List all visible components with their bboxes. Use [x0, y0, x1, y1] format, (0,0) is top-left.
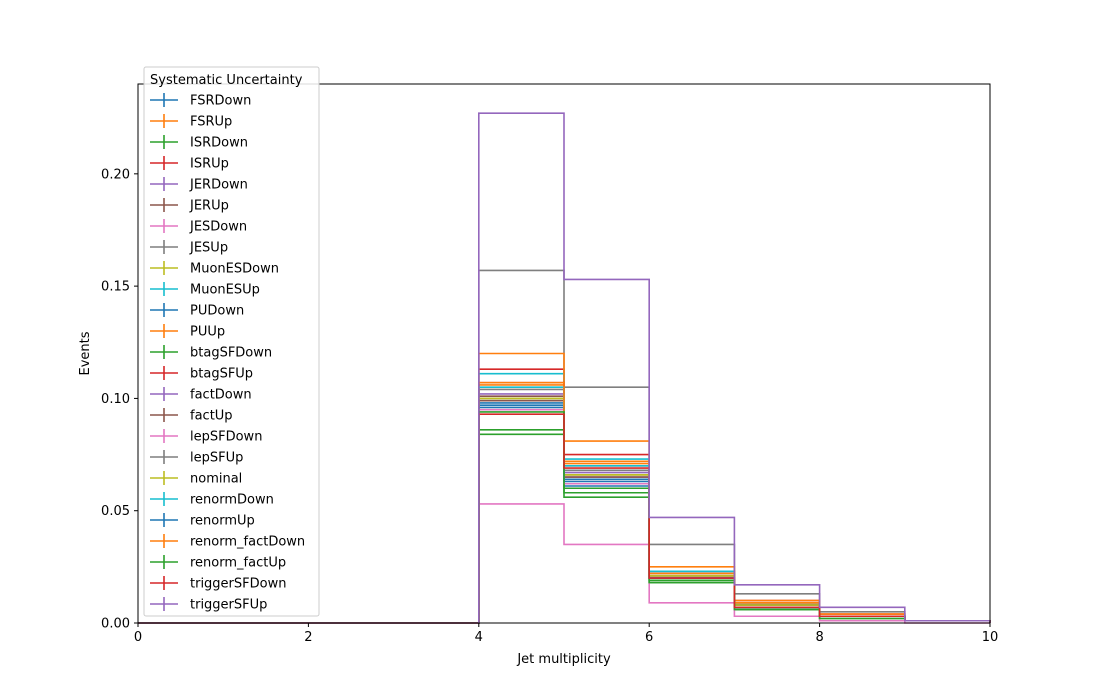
- legend-item-lepSFUp: lepSFUp: [150, 450, 243, 466]
- x-tick-label: 10: [982, 630, 999, 645]
- legend-label: ISRDown: [190, 136, 248, 151]
- legend-item-JERUp: JERUp: [150, 198, 229, 214]
- y-tick-label: 0.00: [101, 617, 130, 632]
- x-axis-label: Jet multiplicity: [516, 652, 611, 667]
- legend-title: Systematic Uncertainty: [150, 73, 303, 88]
- legend-box: [143, 66, 320, 617]
- legend-item-lepSFDown: lepSFDown: [150, 429, 262, 445]
- legend-item-ISRUp: ISRUp: [150, 156, 229, 172]
- legend-label: btagSFDown: [190, 346, 272, 361]
- legend-label: MuonESDown: [190, 262, 279, 277]
- legend-label: MuonESUp: [190, 283, 260, 298]
- legend-entries: FSRDown FSRUp ISRDown ISRUp JERDown JERUp JESD…: [150, 93, 305, 613]
- legend-label: JESUp: [189, 241, 228, 256]
- legend-label: PUUp: [190, 325, 225, 340]
- legend-item-MuonESUp: MuonESUp: [150, 282, 260, 298]
- x-tick-label: 2: [304, 630, 312, 645]
- legend-item-MuonESDown: MuonESDown: [150, 261, 279, 277]
- legend-label: JESDown: [189, 220, 247, 235]
- legend-item-ISRDown: ISRDown: [150, 135, 248, 151]
- legend-item-FSRDown: FSRDown: [150, 93, 251, 109]
- x-tick-label: 8: [815, 630, 823, 645]
- legend-label: nominal: [190, 472, 242, 487]
- legend-item-FSRUp: FSRUp: [150, 114, 232, 130]
- plot-area: 0 2 4 6 8 10 0.00 0.05 0.10 0.15 0.20: [101, 83, 998, 645]
- legend-item-nominal: nominal: [150, 471, 242, 487]
- legend-item-triggerSFDown: triggerSFDown: [150, 576, 286, 592]
- legend-label: FSRUp: [190, 115, 232, 130]
- x-tick-label: 4: [475, 630, 483, 645]
- y-tick-label: 0.10: [101, 392, 130, 407]
- ticks-layer: 0 2 4 6 8 10 0.00 0.05 0.10 0.15 0.20: [101, 167, 998, 645]
- legend-item-renorm_factDown: renorm_factDown: [150, 534, 305, 550]
- legend-item-PUDown: PUDown: [150, 303, 244, 319]
- legend-item-factDown: factDown: [150, 387, 252, 403]
- legend-item-btagSFUp: btagSFUp: [150, 366, 253, 382]
- legend-item-renormUp: renormUp: [150, 513, 255, 529]
- legend-label: ISRUp: [190, 157, 229, 172]
- legend-label: lepSFUp: [190, 451, 243, 466]
- legend-label: triggerSFUp: [190, 598, 267, 613]
- legend-item-triggerSFUp: triggerSFUp: [150, 597, 267, 613]
- legend-item-btagSFDown: btagSFDown: [150, 345, 272, 361]
- legend-label: renorm_factDown: [190, 535, 305, 550]
- legend-label: JERUp: [189, 199, 229, 214]
- legend-item-PUUp: PUUp: [150, 324, 225, 340]
- legend-label: FSRDown: [190, 94, 251, 109]
- x-tick-label: 6: [645, 630, 653, 645]
- legend-item-JESDown: JESDown: [150, 219, 247, 235]
- legend-label: renormDown: [190, 493, 274, 508]
- x-tick-label: 0: [134, 630, 142, 645]
- legend-label: btagSFUp: [190, 367, 253, 382]
- legend-label: lepSFDown: [190, 430, 262, 445]
- legend-item-renorm_factUp: renorm_factUp: [150, 555, 286, 571]
- y-tick-label: 0.15: [101, 280, 130, 295]
- legend-item-factUp: factUp: [150, 408, 233, 424]
- legend-label: renorm_factUp: [190, 556, 286, 571]
- legend-label: triggerSFDown: [190, 577, 286, 592]
- y-tick-label: 0.05: [101, 504, 130, 519]
- y-tick-label: 0.20: [101, 167, 130, 182]
- legend-item-JERDown: JERDown: [150, 177, 248, 193]
- legend-item-JESUp: JESUp: [150, 240, 228, 256]
- axes-frame: [137, 83, 991, 624]
- legend-item-renormDown: renormDown: [150, 492, 274, 508]
- legend-label: factUp: [190, 409, 233, 424]
- legend-label: factDown: [190, 388, 252, 403]
- y-axis-label: Events: [78, 331, 93, 375]
- legend[interactable]: Systematic Uncertainty FSRDown FSRUp ISRDo…: [143, 66, 320, 617]
- legend-label: PUDown: [190, 304, 244, 319]
- legend-label: JERDown: [189, 178, 248, 193]
- legend-label: renormUp: [190, 514, 255, 529]
